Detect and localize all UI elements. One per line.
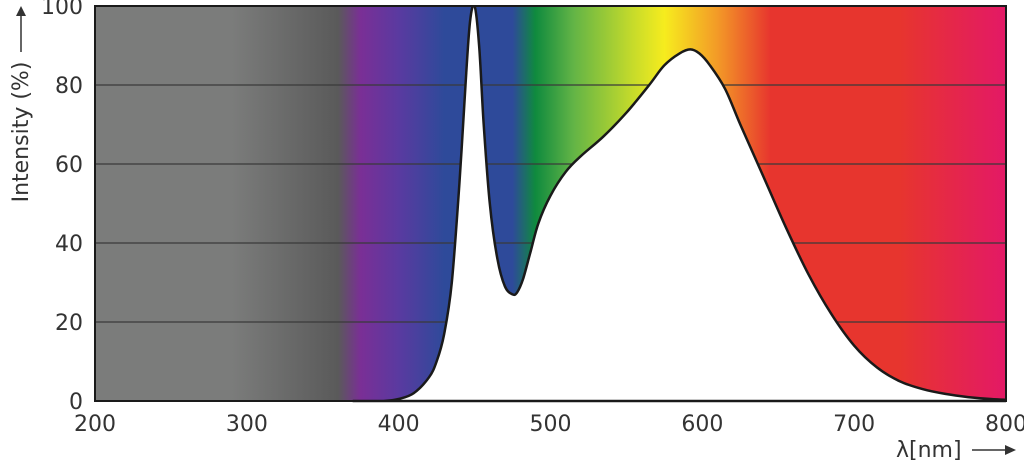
y-tick-label: 100	[41, 0, 83, 20]
y-tick-label: 20	[55, 311, 83, 336]
plot-frame	[94, 5, 1007, 402]
x-axis-title: λ[nm]	[896, 438, 962, 463]
y-tick-label: 80	[55, 74, 83, 99]
y-tick-label: 40	[55, 232, 83, 257]
x-tick-label: 200	[74, 412, 116, 437]
y-axis-title-group: Intensity (%)	[9, 6, 34, 202]
y-axis-title: Intensity (%)	[9, 62, 34, 203]
spectral-power-curve	[351, 6, 1006, 403]
x-tick-label: 500	[530, 412, 572, 437]
x-tick-label: 800	[985, 412, 1024, 437]
x-tick-label: 700	[833, 412, 875, 437]
x-axis-arrow-head	[1005, 445, 1016, 455]
y-axis-arrow-head	[16, 6, 26, 16]
y-tick-label: 0	[69, 390, 83, 415]
x-axis-title-group: λ[nm]	[896, 438, 1016, 463]
y-tick-label: 60	[55, 153, 83, 178]
x-tick-label: 400	[378, 412, 420, 437]
x-tick-label: 600	[681, 412, 723, 437]
x-tick-label: 300	[226, 412, 268, 437]
y-axis-ticks: 0 20 40 60 80 100	[41, 0, 83, 415]
x-axis-ticks: 200 300 400 500 600 700 800	[74, 412, 1024, 437]
